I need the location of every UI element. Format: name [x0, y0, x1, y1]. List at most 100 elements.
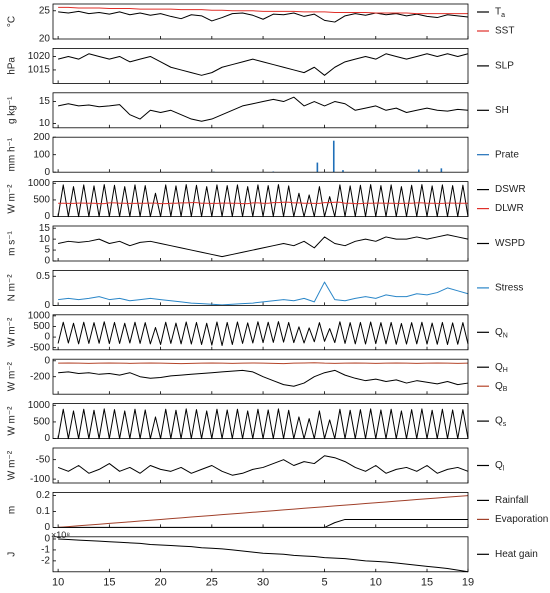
- series-line: [57, 184, 469, 218]
- legend-label: Ta: [495, 7, 505, 19]
- y-tick-label: 0: [44, 300, 50, 311]
- panel-frame: [52, 536, 469, 573]
- panel: -100 -50 W m⁻² Ql: [7, 447, 505, 485]
- x-tick-label: 25: [206, 577, 218, 589]
- panel: 0 100 200 mm h⁻¹ Prate: [7, 132, 520, 178]
- bar: [342, 170, 344, 173]
- y-tick-label: 0.1: [36, 506, 50, 517]
- y-tick-label: 0: [44, 167, 50, 178]
- y-tick-label: 200: [33, 132, 50, 143]
- y-tick-label: -200: [30, 371, 50, 382]
- bar: [440, 168, 443, 173]
- y-axis-label: °C: [7, 16, 18, 27]
- series-line: [58, 538, 469, 573]
- y-axis-label: W m⁻²: [7, 450, 18, 480]
- y-axis-label: N m⁻²: [7, 274, 18, 302]
- legend-label: Evaporation: [495, 514, 548, 525]
- legend-label: WSPD: [495, 238, 525, 249]
- panel-frame: [52, 225, 469, 262]
- y-axis-label: W m⁻²: [7, 406, 18, 436]
- y-tick-label: 5: [44, 245, 50, 256]
- series-line: [58, 6, 468, 15]
- legend-label: Rainfall: [495, 495, 528, 506]
- y-axis-label: m: [7, 506, 18, 514]
- legend-label: DLWR: [495, 203, 524, 214]
- x-tick-label: 19: [462, 577, 474, 589]
- panel: 0 0.5 N m⁻² Stress: [7, 269, 523, 311]
- y-tick-label: 25: [39, 5, 51, 16]
- panel: 0 0.1 0.2 m Rainfall Evaporation: [7, 490, 549, 533]
- y-axis-label: mm h⁻¹: [7, 137, 18, 171]
- legend-label: QN: [495, 327, 508, 339]
- series-line: [58, 234, 469, 258]
- panel-frame: [52, 92, 469, 129]
- panel: 1015 1020 hPa SLP: [7, 48, 514, 84]
- legend-label: DSWR: [495, 184, 526, 195]
- y-tick-label: 20: [39, 34, 51, 45]
- x-tick-label: 30: [257, 577, 269, 589]
- y-tick-label: 1020: [28, 51, 51, 62]
- legend-label: SLP: [495, 61, 514, 72]
- panel: 0 500 1000 W m⁻² Qs: [7, 400, 507, 444]
- legend-label: SST: [495, 26, 514, 37]
- x-tick-label: 10: [370, 577, 382, 589]
- y-axis-label: g kg⁻¹: [7, 96, 18, 124]
- legend-label: Stress: [495, 283, 523, 294]
- y-tick-label: 10: [39, 234, 51, 245]
- y-tick-label: -100: [30, 474, 50, 485]
- legend-label: Heat gain: [495, 549, 538, 560]
- x-tick-label: 5: [321, 577, 327, 589]
- series-line: [57, 455, 469, 476]
- y-tick-label: 1000: [28, 311, 51, 322]
- y-tick-label: 15: [39, 223, 51, 234]
- series-line: [57, 53, 469, 76]
- legend-label: SH: [495, 105, 509, 116]
- panel-frame: [52, 491, 469, 528]
- y-tick-label: 0: [44, 211, 50, 222]
- y-tick-label: 0: [44, 522, 50, 533]
- y-tick-label: -1: [41, 545, 50, 556]
- panel-frame: [52, 3, 469, 40]
- series-line: [58, 96, 469, 122]
- y-tick-label: 1000: [28, 400, 51, 411]
- x-tick-label: 15: [421, 577, 433, 589]
- y-tick-label: 1015: [28, 65, 51, 76]
- y-axis-label: m s⁻¹: [7, 230, 18, 255]
- series-line: [58, 281, 469, 306]
- y-axis-label: W m⁻²: [7, 361, 18, 391]
- x-tick-label: 20: [154, 577, 166, 589]
- panel: -200 0 W m⁻² QH QB: [7, 355, 508, 395]
- series-line: [58, 495, 469, 528]
- y-tick-label: 1000: [28, 178, 51, 189]
- y-axis-label: W m⁻²: [7, 184, 18, 214]
- y-axis-label: J: [7, 552, 18, 557]
- series-line: [58, 201, 468, 205]
- y-tick-label: 0: [44, 433, 50, 444]
- y-tick-label: 500: [33, 417, 50, 428]
- y-axis-label: W m⁻²: [7, 317, 18, 347]
- y-tick-label: 0: [44, 256, 50, 267]
- series-line: [57, 321, 469, 347]
- panel-frame: [52, 358, 469, 395]
- y-tick-label: 0: [44, 332, 50, 343]
- series-line: [58, 362, 469, 365]
- panel-frame: [52, 314, 469, 351]
- y-tick-label: 0: [44, 355, 50, 366]
- legend-label: Prate: [495, 149, 519, 160]
- y-tick-label: 500: [33, 321, 50, 332]
- panel: 10 15 g kg⁻¹ SH: [7, 92, 509, 129]
- bar: [316, 162, 319, 173]
- bar: [332, 140, 335, 173]
- panel-frame: [52, 181, 469, 218]
- y-tick-label: 100: [33, 149, 50, 160]
- legend-label: Ql: [495, 460, 505, 472]
- legend-label: Qs: [495, 416, 507, 428]
- y-tick-label: 0: [44, 534, 50, 545]
- y-tick-label: -2: [41, 556, 50, 567]
- y-tick-label: 10: [39, 118, 51, 129]
- panel-frame: [52, 136, 469, 173]
- panel: -2-10 10 15 20 25 30 5 10 15 19 J ×10⁸ Heat gain: [7, 530, 538, 589]
- y-tick-label: 0.2: [36, 490, 50, 501]
